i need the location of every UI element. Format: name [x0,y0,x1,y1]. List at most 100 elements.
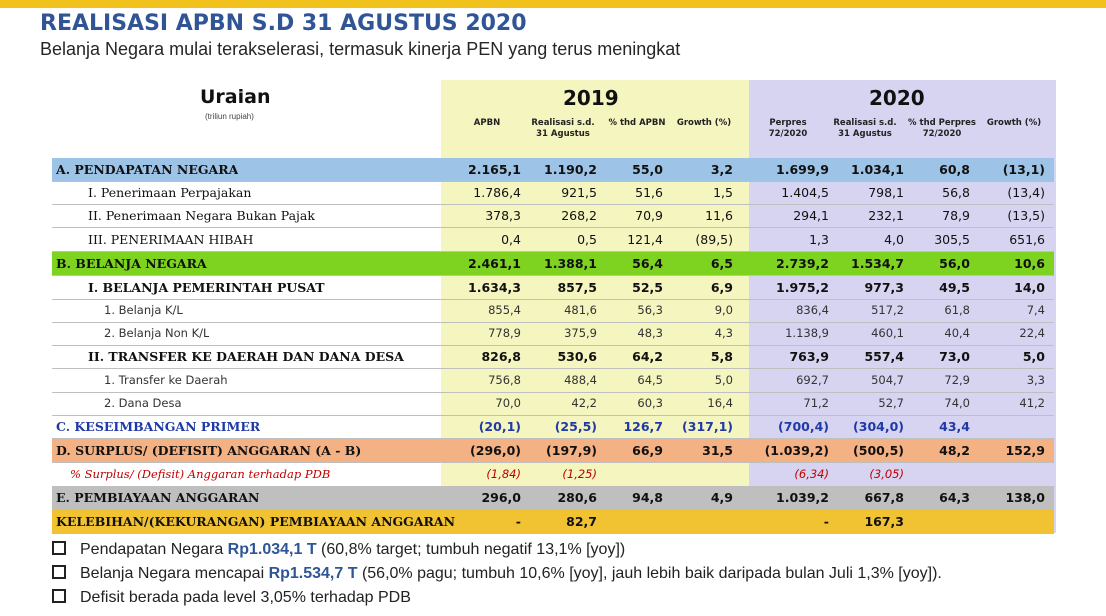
cell-value: 16,4 [707,396,733,410]
bullet-belanja: Belanja Negara mencapai Rp1.534,7 T (56,… [52,565,942,583]
cell-value: 49,5 [939,280,970,295]
cell-value: 2.165,1 [468,162,521,177]
table-row: A. PENDAPATAN NEGARA 2.165,1 1.190,2 55,0 3,… [52,158,1054,181]
cell-value: 756,8 [488,373,521,387]
cell-value: 41,2 [1019,396,1045,410]
column-header: % thd Perpres 72/2020 [908,118,976,139]
cell-value: (1,84) [486,467,521,481]
cell-value: 66,9 [632,443,663,458]
cell-value: 71,2 [803,396,829,410]
cell-value: 121,4 [627,232,663,247]
cell-value: 43,4 [939,419,970,434]
page-title: REALISASI APBN S.D 31 AGUSTUS 2020 [40,11,527,36]
checkbox-bullet-icon [52,589,66,603]
cell-value: 651,6 [1009,232,1045,247]
cell-value: 52,7 [878,396,904,410]
table-row: I. BELANJA PEMERINTAH PUSAT 1.634,3 857,5 5… [52,276,1054,299]
table-row: B. BELANJA NEGARA 2.461,1 1.388,1 56,4 6,5 2.… [52,252,1054,275]
cell-value: 73,0 [939,349,970,364]
cell-value: 692,7 [796,373,829,387]
cell-value: 1.388,1 [544,256,597,271]
row-label: I. BELANJA PEMERINTAH PUSAT [88,280,325,295]
table-row: I. Penerimaan Perpajakan 1.786,4 921,5 51,6… [52,181,1054,204]
uraian-header: Uraian [200,86,271,108]
cell-value: 1.138,9 [785,326,829,340]
cell-value: 6,9 [710,280,733,295]
cell-value: 9,0 [714,303,733,317]
row-divider [52,204,1054,205]
cell-value: 22,4 [1019,326,1045,340]
cell-value: 152,9 [1005,443,1045,458]
cell-value: 305,5 [934,232,970,247]
cell-value: (6,34) [794,467,829,481]
table-row: KELEBIHAN/(KEKURANGAN) PEMBIAYAAN ANGGAR… [52,510,1054,533]
row-label: 2. Belanja Non K/L [104,326,210,340]
cell-value: 2.739,2 [776,256,829,271]
cell-value: 48,3 [637,326,663,340]
cell-value: 40,4 [944,326,970,340]
column-header: % thd APBN [608,118,666,128]
cell-value: 56,8 [942,185,970,200]
year-2020-header: 2020 [869,86,925,110]
row-label: % Surplus/ (Defisit) Anggaran terhadap P… [70,467,331,481]
cell-value: 1.699,9 [776,162,829,177]
row-label: A. PENDAPATAN NEGARA [56,162,239,177]
cell-value: 74,0 [944,396,970,410]
cell-value: 0,4 [501,232,521,247]
row-divider [52,415,1054,416]
year-2019-header: 2019 [563,86,619,110]
cell-value: (1,25) [562,467,597,481]
cell-value: 826,8 [481,349,521,364]
row-label: E. PEMBIAYAAN ANGGARAN [56,490,260,505]
cell-value: 280,6 [557,490,597,505]
cell-value: 70,0 [495,396,521,410]
row-divider [52,227,1054,228]
cell-value: 5,0 [1022,349,1045,364]
cell-value: 232,1 [868,208,904,223]
cell-value: 977,3 [864,280,904,295]
cell-value [900,463,970,486]
top-accent-bar [0,0,1106,8]
table-row: III. PENERIMAAN HIBAH 0,4 0,5 121,4 (89,5) 1,… [52,228,1054,251]
cell-value: 48,2 [939,443,970,458]
row-divider [52,533,1054,534]
cell-value: 1,3 [809,232,829,247]
cell-value: 1.034,1 [851,162,904,177]
row-divider [52,392,1054,393]
cell-value: 4,0 [884,232,904,247]
cell-value: - [515,514,521,529]
cell-value: 857,5 [557,280,597,295]
table-row: C. KESEIMBANGAN PRIMER (20,1) (25,5) 126,7 (… [52,415,1054,438]
row-divider [52,509,1054,510]
cell-value [975,510,1045,533]
row-label: 1. Transfer ke Daerah [104,373,228,387]
table-row: 2. Dana Desa 70,0 42,2 60,3 16,4 71,2 52,7 74,0… [52,392,1054,415]
cell-value: 481,6 [564,303,597,317]
row-divider [52,438,1054,439]
row-divider [52,299,1054,300]
cell-value [975,415,1045,438]
bullet-text: Belanja Negara mencapai [80,565,269,582]
unit-label: (triliun rupiah) [205,112,254,121]
cell-value: 11,6 [705,208,733,223]
cell-value: 94,8 [632,490,663,505]
bullet-text: Pendapatan Negara [80,541,228,558]
row-label: I. Penerimaan Perpajakan [88,185,252,200]
cell-value: 126,7 [623,419,663,434]
cell-value: 61,8 [944,303,970,317]
cell-value: (13,4) [1007,185,1045,200]
checkbox-bullet-icon [52,565,66,579]
cell-value: 14,0 [1014,280,1045,295]
cell-value: 138,0 [1005,490,1045,505]
cell-value: 2.461,1 [468,256,521,271]
cell-value: 3,2 [710,162,733,177]
cell-value: (89,5) [695,232,733,247]
cell-value: (700,4) [778,419,829,434]
cell-value: 855,4 [488,303,521,317]
cell-value: 56,0 [939,256,970,271]
cell-value: 375,9 [564,326,597,340]
cell-value: 798,1 [868,185,904,200]
cell-value: (197,9) [546,443,597,458]
bullet-highlight: Rp1.034,1 T [227,541,317,558]
cell-value: 778,9 [488,326,521,340]
